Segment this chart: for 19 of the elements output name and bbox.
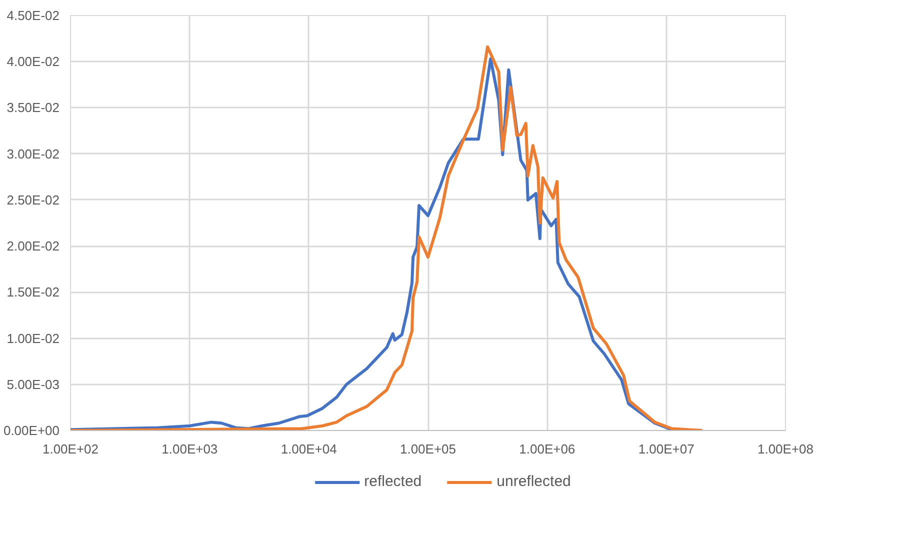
- x-tick-label: 1.00E+07: [638, 442, 694, 456]
- y-tick-label: 1.50E-02: [6, 284, 60, 300]
- x-tick-label: 1.00E+06: [519, 442, 576, 456]
- y-tick-label: 2.50E-02: [6, 192, 60, 208]
- y-tick-label: 3.50E-02: [6, 100, 60, 116]
- y-tick-label: 0.00E+00: [3, 423, 60, 438]
- x-tick-label: 1.00E+05: [400, 442, 456, 456]
- x-tick-label: 1.00E+08: [757, 442, 814, 456]
- y-tick-label: 3.00E-02: [6, 146, 60, 162]
- y-tick-label: 4.00E-02: [6, 54, 60, 70]
- y-tick-label: 5.00E-03: [6, 376, 60, 392]
- x-tick-label: 1.00E+02: [42, 442, 99, 456]
- legend-label: reflected: [364, 473, 422, 490]
- y-tick-label: 4.50E-02: [6, 8, 60, 23]
- y-tick-label: 1.00E-02: [6, 330, 60, 346]
- legend-label: unreflected: [496, 473, 571, 490]
- y-tick-label: 2.00E-02: [6, 238, 60, 254]
- x-tick-label: 1.00E+03: [162, 442, 218, 456]
- x-tick-label: 1.00E+04: [280, 442, 337, 456]
